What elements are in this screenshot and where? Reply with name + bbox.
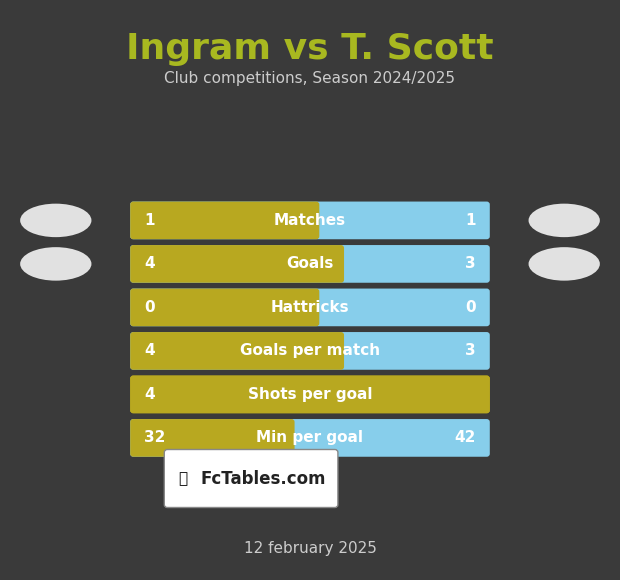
FancyBboxPatch shape [130,201,490,239]
FancyBboxPatch shape [130,245,490,282]
Text: 3: 3 [465,256,476,271]
Text: 32: 32 [144,430,166,445]
Ellipse shape [529,204,600,237]
Text: Club competitions, Season 2024/2025: Club competitions, Season 2024/2025 [164,71,456,86]
Text: Ingram vs T. Scott: Ingram vs T. Scott [126,32,494,66]
Text: 4: 4 [144,256,155,271]
Text: FcTables.com: FcTables.com [201,469,326,488]
Text: Goals per match: Goals per match [240,343,380,358]
Text: Min per goal: Min per goal [257,430,363,445]
FancyBboxPatch shape [130,289,490,326]
FancyBboxPatch shape [130,245,344,282]
FancyBboxPatch shape [130,376,490,413]
FancyBboxPatch shape [130,419,490,457]
Text: 12 february 2025: 12 february 2025 [244,541,376,556]
FancyBboxPatch shape [130,332,490,370]
FancyBboxPatch shape [130,376,490,413]
Ellipse shape [20,204,92,237]
Text: 1: 1 [144,213,155,228]
Text: 0: 0 [465,300,476,315]
FancyBboxPatch shape [130,419,294,457]
Text: Shots per goal: Shots per goal [248,387,372,402]
Text: 4: 4 [144,387,155,402]
Text: 42: 42 [454,430,476,445]
FancyBboxPatch shape [164,450,338,508]
Text: 3: 3 [465,343,476,358]
Text: 0: 0 [144,300,155,315]
FancyBboxPatch shape [130,332,344,370]
FancyBboxPatch shape [130,201,319,239]
Text: 4: 4 [144,343,155,358]
Text: Hattricks: Hattricks [271,300,349,315]
Text: Goals: Goals [286,256,334,271]
Ellipse shape [529,247,600,281]
FancyBboxPatch shape [130,289,319,326]
Text: 📊: 📊 [179,471,187,486]
Text: Matches: Matches [274,213,346,228]
Text: 1: 1 [465,213,476,228]
Ellipse shape [20,247,92,281]
